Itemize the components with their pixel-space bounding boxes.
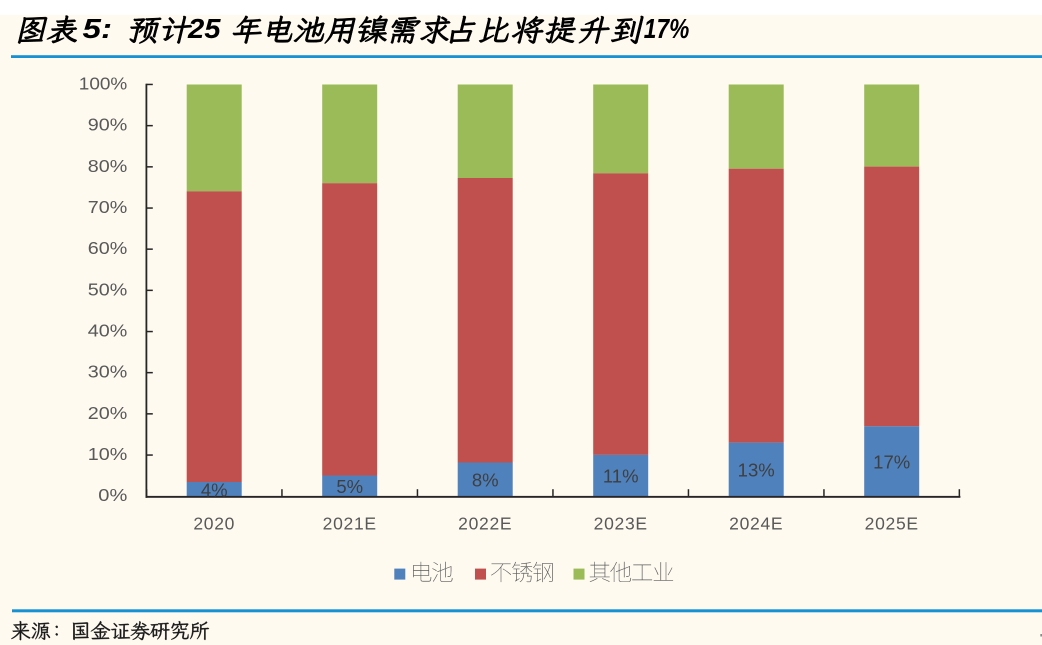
svg-text:2023E: 2023E	[594, 514, 648, 534]
svg-text:5%: 5%	[336, 476, 363, 497]
svg-text:2022E: 2022E	[458, 514, 512, 534]
svg-text:5:: 5:	[83, 13, 113, 44]
svg-text:80%: 80%	[88, 156, 128, 176]
svg-text:2021E: 2021E	[323, 514, 377, 534]
svg-text:2025E: 2025E	[865, 514, 919, 534]
svg-text:50%: 50%	[88, 279, 128, 299]
svg-text:40%: 40%	[88, 321, 128, 341]
svg-text:60%: 60%	[88, 238, 128, 258]
svg-text:2024E: 2024E	[729, 514, 783, 534]
svg-text:17%: 17%	[873, 451, 910, 472]
svg-text:13%: 13%	[738, 460, 775, 481]
svg-text:20%: 20%	[88, 403, 128, 423]
svg-text:25: 25	[187, 13, 221, 44]
svg-text:10%: 10%	[88, 444, 128, 464]
svg-text:30%: 30%	[88, 362, 128, 382]
svg-text:8%: 8%	[472, 470, 499, 491]
svg-text:11%: 11%	[603, 466, 639, 487]
svg-text:70%: 70%	[88, 197, 128, 217]
svg-text:90%: 90%	[88, 115, 128, 135]
svg-text:4%: 4%	[201, 479, 228, 500]
svg-text:100%: 100%	[79, 74, 128, 94]
svg-text:0%: 0%	[98, 485, 127, 505]
svg-text:2020: 2020	[193, 514, 235, 534]
svg-text:17%: 17%	[644, 13, 690, 44]
